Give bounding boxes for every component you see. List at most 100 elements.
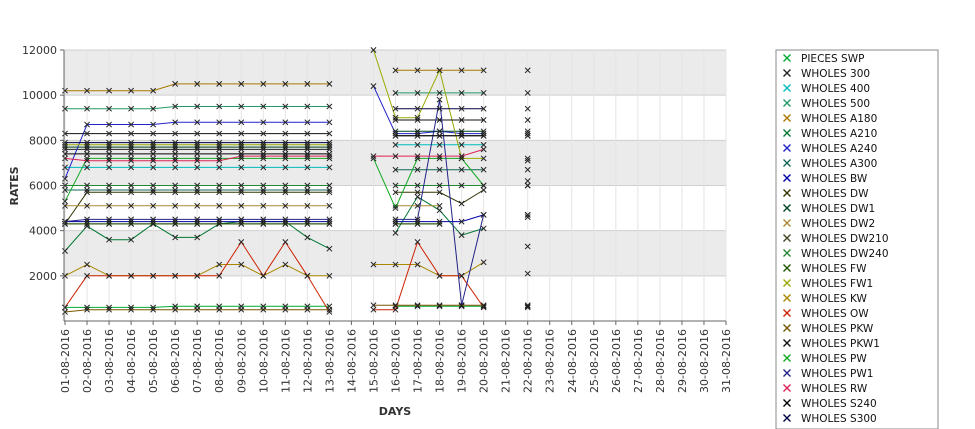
x-tick-label: 08-08-2016 [213, 329, 226, 393]
data-point [326, 220, 333, 227]
data-point [172, 164, 179, 171]
legend-marker [783, 354, 791, 362]
data-point [326, 155, 333, 162]
data-point [216, 189, 223, 196]
data-point [458, 218, 465, 225]
data-point [238, 130, 245, 137]
data-point [370, 306, 377, 313]
data-point [282, 150, 289, 157]
legend-label: WHOLES DW240 [801, 248, 889, 260]
x-tick-label: 11-08-2016 [279, 329, 292, 393]
data-point [282, 139, 289, 146]
data-point [304, 150, 311, 157]
data-point [128, 144, 135, 151]
legend-label: WHOLES 300 [801, 68, 870, 80]
data-point [524, 214, 531, 221]
data-point [436, 218, 443, 225]
data-point [304, 189, 311, 196]
x-tick-label: 12-08-2016 [301, 329, 314, 393]
data-point [172, 234, 179, 241]
data-point [172, 189, 179, 196]
series-layer [62, 47, 531, 315]
data-point [282, 164, 289, 171]
data-point [216, 182, 223, 189]
data-point [304, 155, 311, 162]
data-point [392, 67, 399, 74]
data-point [84, 157, 90, 164]
data-point [392, 229, 399, 236]
legend-marker [783, 294, 791, 302]
data-point [84, 306, 90, 313]
data-point [524, 128, 531, 135]
y-tick-label: 2000 [29, 270, 57, 283]
data-point [172, 182, 179, 189]
data-point [172, 146, 179, 153]
series-wholes-dw240 [62, 182, 531, 189]
data-point [238, 150, 245, 157]
data-point [414, 193, 421, 200]
data-point [194, 189, 201, 196]
data-point [194, 272, 201, 279]
data-point [414, 155, 421, 162]
data-point [282, 187, 289, 193]
legend-label: WHOLES A210 [801, 128, 877, 140]
data-point [238, 153, 245, 160]
data-point [326, 103, 333, 110]
data-point [128, 157, 135, 164]
data-point [172, 306, 179, 313]
data-point [326, 153, 333, 160]
data-point [216, 306, 223, 313]
data-point [216, 187, 223, 193]
legend-label: WHOLES FW [801, 263, 867, 275]
data-point [282, 189, 289, 196]
data-point [436, 67, 443, 74]
data-point [106, 189, 113, 196]
data-point [62, 248, 68, 254]
data-point [326, 141, 333, 148]
data-point [150, 146, 157, 153]
data-point [458, 89, 465, 96]
data-point [84, 216, 90, 223]
x-tick-label: 23-08-2016 [544, 329, 557, 393]
legend-item: WHOLES FW [783, 263, 867, 275]
legend-marker [783, 384, 791, 392]
series-wholes-ow [62, 239, 531, 315]
data-point [370, 47, 377, 53]
data-point [260, 164, 267, 171]
data-point [150, 130, 157, 137]
data-point [260, 146, 267, 153]
data-point [84, 139, 90, 146]
data-point [392, 216, 399, 223]
x-tick-label: 28-08-2016 [654, 329, 667, 393]
data-point [194, 216, 201, 223]
data-point [260, 153, 267, 160]
legend-item: WHOLES 400 [783, 83, 870, 95]
data-point [282, 239, 289, 245]
legend-label: WHOLES DW1 [801, 203, 875, 215]
data-point [282, 216, 289, 223]
data-point [392, 89, 399, 96]
data-point [282, 144, 289, 151]
data-point [524, 157, 531, 164]
data-point [150, 87, 157, 94]
data-point [84, 146, 90, 153]
legend-label: WHOLES S240 [801, 398, 877, 410]
data-point [524, 130, 531, 137]
legend-box [775, 49, 939, 429]
data-point [524, 178, 531, 184]
x-tick-label: 29-08-2016 [676, 329, 689, 393]
data-point [458, 182, 465, 189]
legend-label: WHOLES A240 [801, 143, 877, 155]
data-point [260, 189, 267, 196]
data-point [260, 216, 267, 223]
data-point [128, 272, 135, 279]
data-point [436, 128, 443, 135]
data-point [62, 144, 68, 151]
data-point [392, 130, 399, 137]
data-point [480, 128, 487, 135]
data-point [392, 189, 399, 196]
data-point [326, 80, 333, 87]
data-point [370, 302, 377, 309]
data-point [106, 155, 113, 162]
data-point [84, 261, 90, 268]
